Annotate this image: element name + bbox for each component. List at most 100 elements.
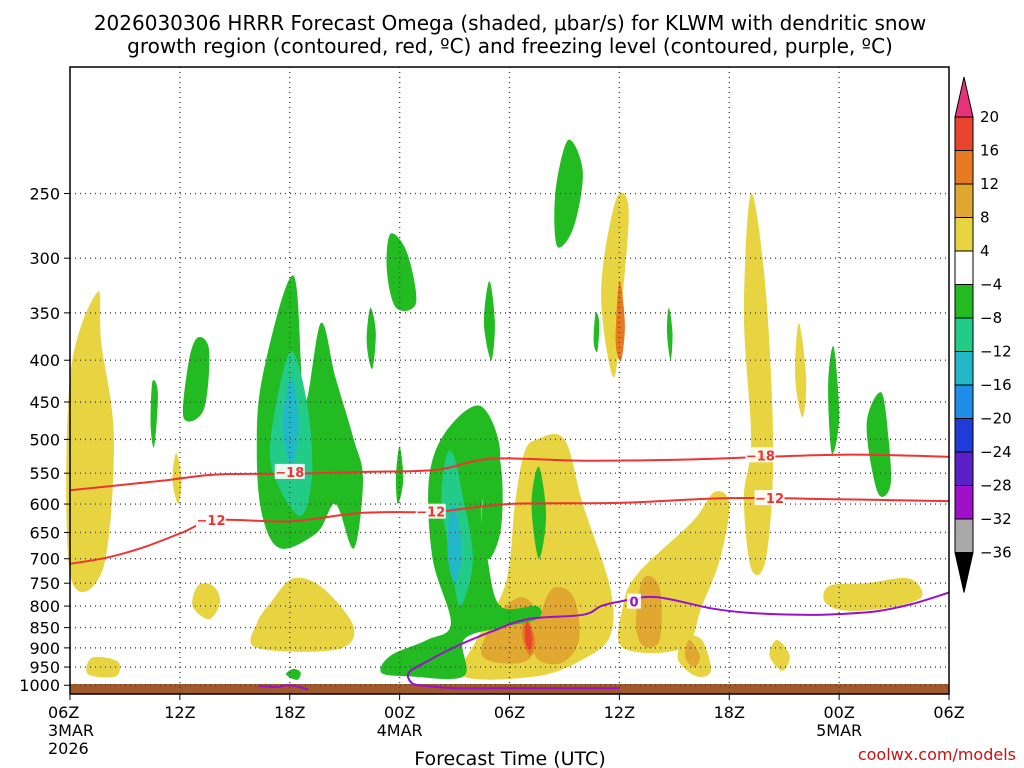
colorbar-level-label: −8: [980, 309, 1002, 327]
colorbar-level-label: −16: [980, 376, 1012, 394]
contour-label: 0: [630, 596, 639, 611]
credit-link[interactable]: coolwx.com/models: [858, 745, 1016, 764]
colorbar-level-label: −20: [980, 410, 1012, 428]
colorbar-level-label: −12: [980, 343, 1012, 361]
omega-region-13: [823, 577, 923, 611]
omega-region-7: [601, 192, 629, 378]
y-tick-label: 1000: [19, 676, 60, 695]
chart-title-line-2: growth region (contoured, red, ºC) and f…: [127, 34, 893, 58]
colorbar-segment: [954, 384, 974, 419]
colorbar-level-label: 12: [980, 175, 999, 193]
contour-label: −18: [275, 466, 304, 481]
colorbar-level-label: −4: [980, 276, 1002, 294]
x-tick-label: 06Z: [933, 703, 964, 722]
x-tick-date: 3MAR: [48, 721, 94, 740]
colorbar-level-label: 4: [980, 242, 990, 260]
omega-region-30: [666, 307, 673, 361]
omega-region-0: [66, 291, 114, 593]
colorbar-segment: [954, 451, 974, 486]
x-tick-label: 00Z: [823, 703, 854, 722]
omega-region-16: [635, 575, 662, 648]
omega-region-23: [150, 379, 158, 448]
y-tick-label: 700: [29, 550, 60, 569]
x-tick-date: 4MAR: [377, 721, 423, 740]
colorbar-top-arrow: [954, 76, 974, 118]
y-tick-label: 900: [29, 639, 60, 658]
omega-region-21: [256, 275, 363, 549]
colorbar-segment: [954, 518, 974, 553]
x-tick-label: 06Z: [48, 703, 79, 722]
y-tick-label: 550: [29, 464, 60, 483]
y-tick-label: 850: [29, 619, 60, 638]
y-tick-label: 350: [29, 304, 60, 323]
omega-region-8: [617, 491, 730, 654]
contour-label: −12: [416, 506, 445, 521]
colorbar-segment: [954, 485, 974, 520]
colorbar-segment: [954, 150, 974, 185]
colorbar-segment: [954, 116, 974, 151]
temperature-contours: −18 −18 −12 −12 −12 0: [69, 447, 950, 691]
colorbar-level-label: −24: [980, 443, 1012, 461]
y-tick-label: 300: [29, 249, 60, 268]
x-tick-label: 18Z: [274, 703, 305, 722]
contour-label-bg: [627, 593, 642, 609]
omega-region-2: [192, 583, 221, 620]
contour-label-bg: [754, 490, 785, 506]
contour-label-bg: [274, 463, 305, 479]
omega-region-32: [866, 392, 892, 497]
omega-region-38: [282, 377, 299, 467]
contour-label-bg: [745, 447, 776, 463]
colorbar-level-label: −32: [980, 510, 1012, 528]
colorbar-level-label: 20: [980, 108, 999, 126]
x-tick-label: 00Z: [384, 703, 415, 722]
contour-line-1: [69, 496, 950, 565]
contour-line-2: [258, 684, 309, 691]
contour-line-0: [69, 453, 950, 492]
colorbar-level-label: 16: [980, 142, 999, 160]
y-tick-label: 450: [29, 393, 60, 412]
omega-region-39: [447, 504, 462, 584]
omega-region-33: [481, 445, 503, 560]
omega-region-25: [366, 307, 376, 370]
omega-region-4: [250, 577, 355, 652]
contour-label-bg: [196, 512, 227, 528]
omega-region-3: [86, 656, 121, 678]
x-tick-date: 5MAR: [816, 721, 862, 740]
contour-label-bg: [415, 503, 446, 519]
omega-shading: [66, 139, 923, 680]
y-tick-label: 400: [29, 351, 60, 370]
colorbar-segment: [954, 284, 974, 319]
colorbar-level-label: −28: [980, 477, 1012, 495]
x-tick-label: 06Z: [494, 703, 525, 722]
colorbar-legend: 20 16 12 8 4 −4 −8 −12 −16 −20 −24 −28 −32 −36: [954, 76, 1012, 593]
y-tick-label: 500: [29, 430, 60, 449]
omega-region-10: [743, 193, 774, 576]
colorbar-level-label: 8: [980, 209, 990, 227]
omega-region-28: [554, 139, 583, 248]
omega-region-27: [483, 281, 495, 361]
contour-label: −12: [755, 492, 784, 507]
colorbar-segment: [954, 183, 974, 218]
omega-region-26: [395, 446, 404, 505]
y-tick-label: 600: [29, 495, 60, 514]
omega-region-19: [524, 621, 533, 650]
contour-label: −12: [197, 514, 226, 529]
omega-region-35: [286, 668, 301, 680]
omega-region-17: [685, 639, 701, 668]
colorbar-segment: [954, 217, 974, 252]
omega-region-20: [615, 280, 625, 361]
omega-region-40: [531, 466, 547, 559]
contour-label: −18: [746, 449, 775, 464]
omega-region-22: [182, 336, 210, 422]
colorbar-segment: [954, 317, 974, 352]
omega-region-31: [828, 346, 840, 455]
omega-region-12: [769, 639, 790, 671]
chart-title-line-1: 2026030306 HRRR Forecast Omega (shaded, …: [94, 11, 926, 35]
y-axis-pressure-ticks: 2503003504004505005506006507007508008509…: [19, 185, 70, 695]
x-tick-label: 12Z: [164, 703, 195, 722]
colorbar-segment: [954, 351, 974, 386]
y-tick-label: 650: [29, 523, 60, 542]
omega-region-29: [593, 312, 600, 353]
colorbar-segment: [954, 418, 974, 453]
